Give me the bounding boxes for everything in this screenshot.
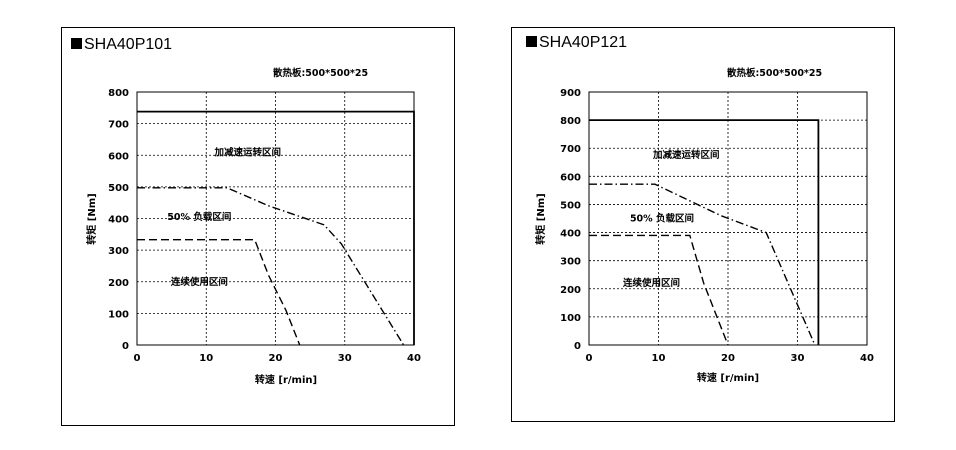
x-tick-label: 30 [338,353,352,364]
x-tick-label: 40 [860,353,874,364]
y-tick-label: 800 [560,116,581,127]
series-line-dashdot [137,187,405,346]
chart-title: SHA40P101 [71,36,172,54]
y-tick-label: 100 [108,309,129,320]
chart-panel-sha40p101: SHA40P101 0 10 20 30 40 0 100 200 300 400 500 600 70… [61,27,455,426]
y-tick-label: 600 [560,172,581,183]
series-line-dashed [137,238,301,346]
heatsink-label: 散热板:500*500*25 [273,67,368,79]
series-line-solid [137,110,415,345]
chart-title: SHA40P121 [526,34,627,52]
x-tick-label: 30 [791,353,805,364]
y-tick-label: 600 [108,151,129,162]
region-label: 加减速运转区间 [652,149,720,161]
chart-title-text: SHA40P121 [539,34,628,51]
y-tick-label: 300 [560,257,581,268]
x-tick-label: 20 [269,353,283,364]
x-tick-label: 40 [407,353,421,364]
y-tick-label: 200 [560,285,581,296]
series-line-dashed [589,234,729,346]
y-tick-label: 100 [560,313,581,324]
chart-plot-sha40p101: 0 10 20 30 400100200300400500600700800加减速运转区… [85,67,421,386]
y-tick-label: 200 [108,278,129,289]
square-bullet-icon [71,38,82,49]
chart-title-text: SHA40P101 [84,36,173,53]
y-tick-label: 0 [122,341,129,352]
region-label: 连续使用区间 [171,276,228,288]
region-label: 连续使用区间 [623,277,680,289]
x-axis-label: 转速 [r/min] [697,371,759,384]
region-label: 50% 负载区间 [630,212,694,224]
x-tick-label: 0 [586,353,593,364]
y-tick-label: 700 [560,144,581,155]
y-tick-label: 800 [108,88,129,99]
series-line-dashdot [589,183,816,346]
heatsink-label: 散热板:500*500*25 [727,67,822,79]
chart-panel-sha40p121: SHA40P121 0 10 20 30 40 0 100 200 300 400 500 600 70… [511,27,895,422]
y-tick-label: 300 [108,246,129,257]
x-axis-label: 转速 [r/min] [255,373,317,386]
x-tick-label: 20 [721,353,735,364]
y-tick-label: 700 [108,120,129,131]
region-label: 50% 负载区间 [167,211,231,223]
y-axis-label: 转矩 [Nm] [85,193,98,244]
x-tick-label: 10 [199,353,213,364]
y-tick-label: 900 [560,88,581,99]
x-tick-label: 0 [134,353,141,364]
y-tick-label: 500 [560,200,581,211]
y-tick-label: 500 [108,183,129,194]
y-axis-label: 转矩 [Nm] [534,193,547,244]
y-tick-label: 400 [108,215,129,226]
square-bullet-icon [526,36,537,47]
y-tick-label: 0 [574,341,581,352]
y-tick-label: 400 [560,229,581,240]
series-line-solid [589,119,820,345]
region-label: 加减速运转区间 [214,146,282,158]
x-tick-label: 10 [652,353,666,364]
chart-plot-sha40p121: 0 10 20 30 400100200300400500600700800900加减速… [534,67,874,384]
